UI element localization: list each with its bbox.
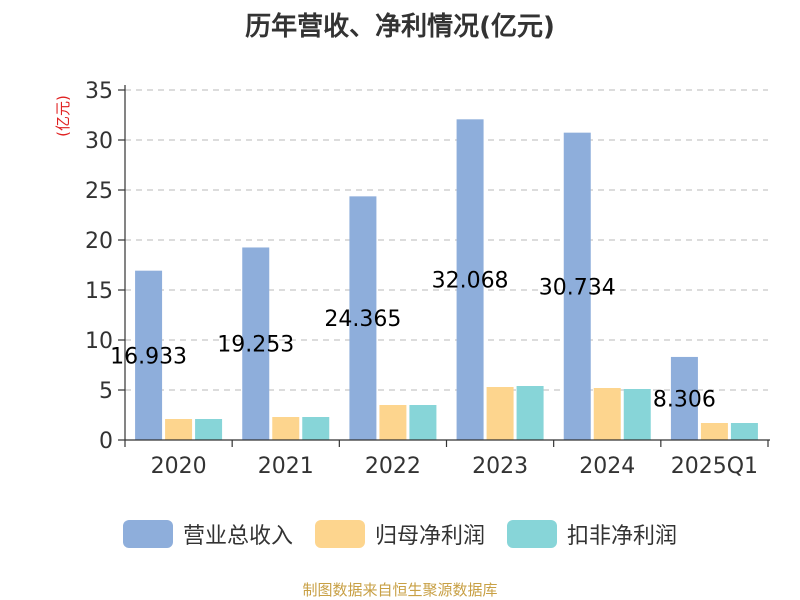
y-tick-label: 15 xyxy=(85,279,113,304)
x-tick-label: 2021 xyxy=(258,454,314,479)
x-tick-label: 2024 xyxy=(579,454,635,479)
y-tick-label: 0 xyxy=(99,429,113,454)
bar-2025Q1-归母净利润 xyxy=(700,423,728,440)
legend-swatch xyxy=(314,520,365,548)
bar-2022-归母净利润 xyxy=(379,405,407,440)
data-label: 32.068 xyxy=(432,269,509,294)
legend-item[interactable]: 归母净利润 xyxy=(314,518,485,550)
bar-2025Q1-营业总收入 xyxy=(670,356,698,440)
data-label: 30.734 xyxy=(539,275,616,300)
x-tick-label: 2023 xyxy=(472,454,528,479)
legend-label: 归母净利润 xyxy=(374,524,485,549)
bar-2022-扣非净利润 xyxy=(409,405,437,440)
gridlines xyxy=(125,89,768,391)
bar-2021-归母净利润 xyxy=(272,417,300,440)
legend-item[interactable]: 扣非净利润 xyxy=(507,518,677,550)
bar-2023-归母净利润 xyxy=(486,387,514,440)
legend-label: 营业总收入 xyxy=(182,524,293,549)
data-label: 19.253 xyxy=(217,333,294,358)
bar-2024-归母净利润 xyxy=(593,388,621,440)
source-note: 制图数据来自恒生聚源数据库 xyxy=(302,581,498,599)
y-tick-label: 10 xyxy=(85,329,113,354)
y-tick-label: 5 xyxy=(99,379,113,404)
data-label: 8.306 xyxy=(653,387,716,412)
bar-2022-营业总收入 xyxy=(349,196,377,440)
bar-2020-归母净利润 xyxy=(165,419,193,440)
y-tick-label: 30 xyxy=(85,129,113,154)
bar-2020-扣非净利润 xyxy=(195,419,223,440)
y-tick-label: 35 xyxy=(85,79,113,104)
y-tick-label: 25 xyxy=(85,179,113,204)
y-tick-label: 20 xyxy=(85,229,113,254)
bar-2025Q1-扣非净利润 xyxy=(730,423,758,440)
x-tick-label: 2022 xyxy=(365,454,421,479)
legend-label: 扣非净利润 xyxy=(567,524,678,549)
chart-title: 历年营收、净利情况(亿元) xyxy=(245,12,555,42)
bar-2021-营业总收入 xyxy=(242,247,270,440)
data-labels: 16.933 19.253 24.365 32.068 30.734 8.306 xyxy=(110,269,716,413)
legend: 营业总收入 归母净利润 扣非净利润 xyxy=(0,518,800,550)
legend-swatch xyxy=(122,520,173,548)
bar-2024-扣非净利润 xyxy=(623,389,651,440)
legend-swatch xyxy=(507,520,557,548)
x-tick-label: 2020 xyxy=(151,454,207,479)
x-tick-label: 2025Q1 xyxy=(671,454,758,479)
data-label: 16.933 xyxy=(110,344,187,369)
y-axis-label: (亿元) xyxy=(54,95,72,137)
bar-2024-营业总收入 xyxy=(563,132,591,440)
legend-item[interactable]: 营业总收入 xyxy=(122,518,293,550)
bars xyxy=(135,119,758,440)
bar-2023-扣非净利润 xyxy=(516,386,544,440)
bar-2021-扣非净利润 xyxy=(302,417,330,440)
bar-2023-营业总收入 xyxy=(456,119,484,440)
axes: 0 5 10 15 20 25 30 35 2020 2021 2022 2023 2024 2025Q1 xyxy=(85,79,770,479)
bar-2020-营业总收入 xyxy=(135,270,163,440)
data-label: 24.365 xyxy=(324,307,401,332)
